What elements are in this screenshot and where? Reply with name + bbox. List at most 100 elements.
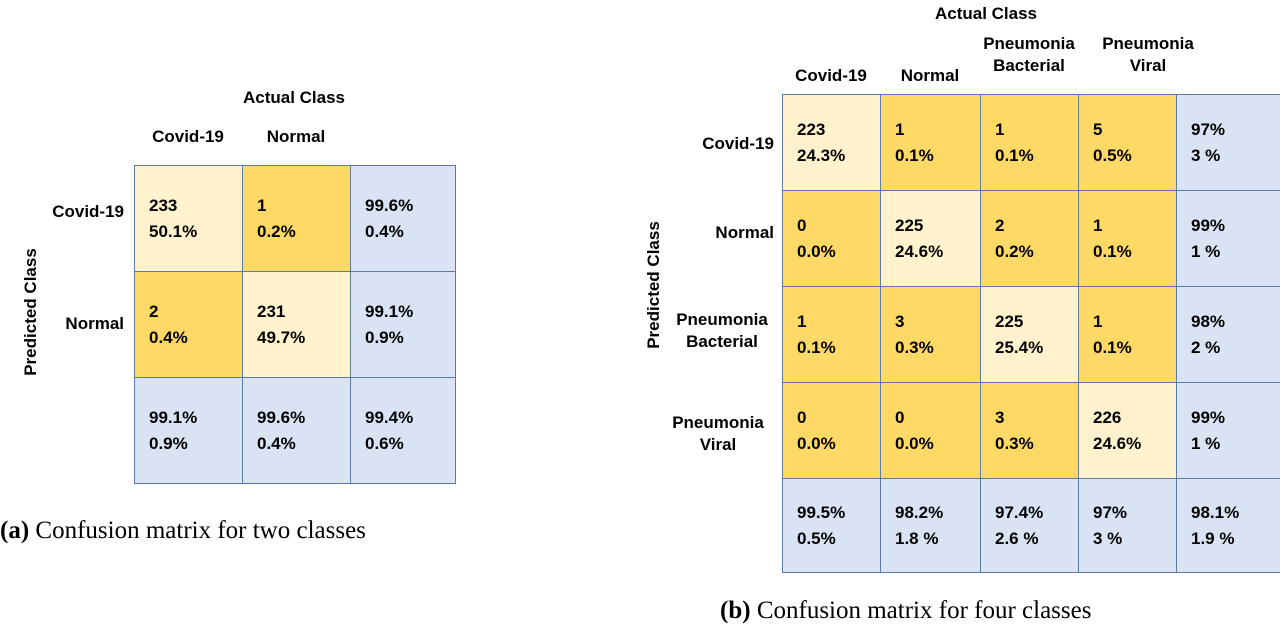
matrix-cell-1-r1-c4: 99% 1 % (1176, 190, 1280, 287)
cell-count: 99.1% (365, 302, 414, 321)
cell-count: 233 (149, 196, 178, 215)
predicted-class-label-a: Predicted Class (21, 248, 40, 376)
cell-count: 99.1% (149, 408, 198, 427)
cell-percent: 0.1% (995, 146, 1034, 165)
cell-percent: 2.6 % (995, 529, 1039, 548)
cell-percent: 0.1% (1093, 338, 1132, 357)
cell-percent: 1.9 % (1191, 529, 1235, 548)
cell-count: 99.4% (365, 408, 414, 427)
cell-count: 3 (995, 408, 1005, 427)
cell-percent: 0.0% (895, 434, 934, 453)
row-label-b-0: Covid-19 (702, 134, 774, 153)
row-label-b-1: Normal (715, 223, 774, 242)
cell-count: 0 (895, 408, 905, 427)
cell-percent: 50.1% (149, 222, 198, 241)
cell-count: 99.5% (797, 503, 846, 522)
row-label-a-0: Covid-19 (52, 202, 124, 221)
cell-percent: 1 % (1191, 434, 1221, 453)
caption-tag-a: (a) (0, 517, 30, 544)
matrix-cell-0-r1-c2: 99.1% 0.9% (350, 271, 456, 378)
cell-percent: 49.7% (257, 328, 306, 347)
cell-percent: 0.0% (797, 242, 836, 261)
cell-percent: 0.4% (257, 434, 296, 453)
cell-count: 1 (1093, 312, 1103, 331)
column-label-a-1: Normal (266, 127, 326, 146)
caption-text-a: Confusion matrix for two classes (35, 517, 366, 544)
matrix-cell-1-r0-c0: 223 24.3% (782, 94, 881, 191)
cell-percent: 0.3% (995, 434, 1034, 453)
matrix-cell-1-r2-c2: 225 25.4% (980, 286, 1079, 383)
column-label-b-1: Normal (900, 66, 960, 85)
cell-count: 231 (257, 302, 286, 321)
cell-count: 5 (1093, 120, 1103, 139)
actual-class-title-b: Actual Class (934, 4, 1038, 23)
row-label-b-2: Pneumonia Bacterial (676, 310, 768, 351)
cell-percent: 24.3% (797, 146, 846, 165)
caption-a: (a) Confusion matrix for two classes (0, 517, 366, 545)
cell-count: 99.6% (365, 196, 414, 215)
cell-percent: 3 % (1093, 529, 1123, 548)
caption-b: (b) Confusion matrix for four classes (720, 597, 1091, 625)
matrix-cell-0-r0-c2: 99.6% 0.4% (350, 165, 456, 272)
matrix-cell-1-r1-c2: 2 0.2% (980, 190, 1079, 287)
matrix-cell-0-r1-c1: 231 49.7% (242, 271, 351, 378)
cell-count: 97.4% (995, 503, 1044, 522)
matrix-cell-0-r1-c0: 2 0.4% (134, 271, 243, 378)
matrix-cell-1-r0-c1: 1 0.1% (880, 94, 981, 191)
cell-percent: 0.5% (797, 529, 836, 548)
cell-percent: 0.5% (1093, 146, 1132, 165)
matrix-cell-1-r1-c3: 1 0.1% (1078, 190, 1177, 287)
cell-count: 0 (797, 408, 807, 427)
column-label-b-3: Pneumonia Viral (1102, 34, 1194, 75)
cell-count: 1 (895, 120, 905, 139)
actual-class-title-a: Actual Class (242, 88, 346, 107)
cell-percent: 0.9% (365, 328, 404, 347)
matrix-cell-1-r3-c0: 0 0.0% (782, 382, 881, 479)
caption-text-b: Confusion matrix for four classes (756, 597, 1092, 624)
matrix-cell-1-r3-c1: 0 0.0% (880, 382, 981, 479)
cell-percent: 24.6% (1093, 434, 1142, 453)
matrix-cell-0-r0-c0: 233 50.1% (134, 165, 243, 272)
cell-percent: 3 % (1191, 146, 1221, 165)
cell-percent: 0.9% (149, 434, 188, 453)
cell-percent: 25.4% (995, 338, 1044, 357)
matrix-cell-0-r0-c1: 1 0.2% (242, 165, 351, 272)
cell-count: 99% (1191, 408, 1226, 427)
cell-percent: 0.3% (895, 338, 934, 357)
cell-percent: 0.1% (1093, 242, 1132, 261)
matrix-cell-1-r3-c2: 3 0.3% (980, 382, 1079, 479)
cell-count: 98.2% (895, 503, 944, 522)
matrix-cell-1-r3-c3: 226 24.6% (1078, 382, 1177, 479)
column-label-a-0: Covid-19 (152, 127, 224, 146)
cell-count: 97% (1191, 120, 1226, 139)
matrix-cell-0-r2-c2: 99.4% 0.6% (350, 377, 456, 484)
matrix-cell-1-r2-c1: 3 0.3% (880, 286, 981, 383)
column-label-b-2: Pneumonia Bacterial (983, 34, 1075, 75)
cell-count: 98.1% (1191, 503, 1240, 522)
cell-count: 1 (1093, 216, 1103, 235)
cell-count: 3 (895, 312, 905, 331)
matrix-cell-1-r0-c3: 5 0.5% (1078, 94, 1177, 191)
cell-count: 1 (257, 196, 267, 215)
cell-percent: 1.8 % (895, 529, 939, 548)
cell-count: 1 (995, 120, 1005, 139)
predicted-class-label-b: Predicted Class (644, 221, 663, 349)
cell-count: 98% (1191, 312, 1226, 331)
cell-percent: 0.4% (365, 222, 404, 241)
matrix-cell-1-r4-c1: 98.2% 1.8 % (880, 478, 981, 573)
caption-tag-b: (b) (720, 597, 751, 624)
cell-percent: 0.2% (995, 242, 1034, 261)
cell-percent: 1 % (1191, 242, 1221, 261)
cell-count: 225 (995, 312, 1024, 331)
matrix-cell-1-r0-c2: 1 0.1% (980, 94, 1079, 191)
matrix-cell-0-r2-c0: 99.1% 0.9% (134, 377, 243, 484)
cell-count: 99.6% (257, 408, 306, 427)
matrix-cell-1-r2-c4: 98% 2 % (1176, 286, 1280, 383)
matrix-cell-1-r0-c4: 97% 3 % (1176, 94, 1280, 191)
cell-count: 225 (895, 216, 924, 235)
matrix-cell-1-r2-c3: 1 0.1% (1078, 286, 1177, 383)
cell-count: 2 (995, 216, 1005, 235)
cell-percent: 0.1% (797, 338, 836, 357)
matrix-cell-0-r2-c1: 99.6% 0.4% (242, 377, 351, 484)
row-label-a-1: Normal (65, 314, 124, 333)
